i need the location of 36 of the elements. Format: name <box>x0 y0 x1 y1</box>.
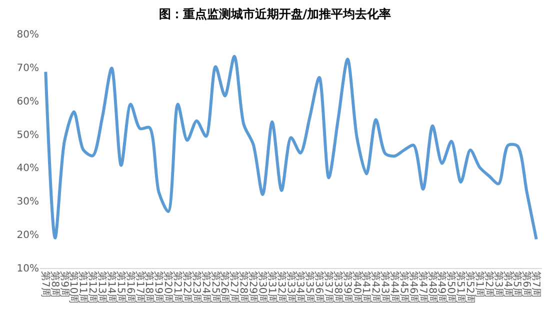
x-tick-label: 第34周 <box>294 271 306 304</box>
y-tick-label: 10% <box>16 264 39 274</box>
x-tick-label: 第29周 <box>247 271 260 304</box>
y-tick-label: 20% <box>16 230 39 242</box>
x-tick-label: 第13周 <box>96 271 108 304</box>
x-tick-label: 第12周 <box>86 271 99 304</box>
x-tick-label: 第51周 <box>454 271 467 304</box>
x-tick-label: 第44周 <box>388 271 401 304</box>
x-tick-label: 第43周 <box>379 271 392 304</box>
y-tick-label: 70% <box>16 62 39 74</box>
x-tick-label: 第18周 <box>143 271 156 304</box>
x-tick-label: 第42周 <box>370 271 382 304</box>
x-tick-label: 第7周 <box>530 271 542 298</box>
x-tick-label: 第41周 <box>360 271 372 304</box>
x-tick-label: 第7周 <box>39 271 52 298</box>
y-tick-label: 50% <box>16 130 39 141</box>
x-tick-label: 第36周 <box>313 271 326 304</box>
x-tick-label: 第5周 <box>511 271 524 298</box>
x-tick-label: 第26周 <box>218 271 231 304</box>
x-tick-label: 第19周 <box>152 271 165 304</box>
x-tick-label: 第35周 <box>304 271 316 304</box>
x-tick-label: 第52周 <box>464 271 476 304</box>
x-tick-label: 第27周 <box>228 271 240 304</box>
y-tick-label: 60% <box>16 96 39 108</box>
x-tick-label: 第11周 <box>77 271 90 304</box>
x-tick-label: 第28周 <box>238 271 250 304</box>
y-tick-label: 30% <box>16 196 39 208</box>
x-tick-label: 第49周 <box>436 271 448 304</box>
x-tick-label: 第21周 <box>172 271 184 304</box>
line-series <box>44 54 538 241</box>
x-tick-label: 第20周 <box>162 271 174 304</box>
chart-title: 图：重点监测城市近期开盘/加推平均去化率 <box>158 7 392 21</box>
x-tick-label: 第50周 <box>445 271 458 304</box>
y-tick-label: 40% <box>16 163 39 174</box>
y-tick-label: 80% <box>16 30 39 40</box>
x-tick-label: 第6周 <box>520 271 533 298</box>
